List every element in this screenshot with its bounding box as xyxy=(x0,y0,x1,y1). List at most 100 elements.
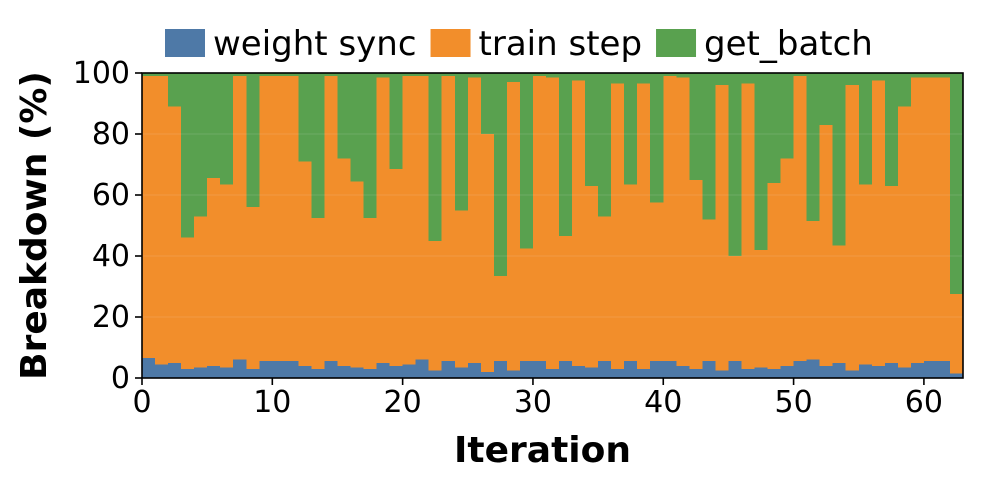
bar-segment-weight-sync xyxy=(194,367,208,378)
bar-segment-weight-sync xyxy=(832,362,847,378)
bar-segment-weight-sync xyxy=(663,361,677,378)
bar-segment-weight-sync xyxy=(311,368,325,378)
bar-segment-train-step xyxy=(897,106,912,368)
bar-segment-get-batch xyxy=(142,73,156,77)
bar-segment-get-batch xyxy=(702,73,716,220)
legend-swatch xyxy=(430,29,471,57)
bar-segment-weight-sync xyxy=(181,368,195,378)
bar-segment-train-step xyxy=(676,77,690,366)
x-tick-label: 20 xyxy=(384,385,422,420)
bar-segment-train-step xyxy=(155,76,169,365)
bar-segment-weight-sync xyxy=(845,370,860,379)
bar-segment-train-step xyxy=(741,83,755,369)
bar-segment-weight-sync xyxy=(676,365,690,378)
legend-label: train step xyxy=(479,24,643,64)
bar-segment-get-batch xyxy=(845,73,860,86)
legend-swatch xyxy=(165,29,205,57)
bar-segment-get-batch xyxy=(910,73,925,78)
bar-segment-train-step xyxy=(572,80,586,366)
bar-segment-get-batch xyxy=(467,73,482,78)
bar-segment-get-batch xyxy=(350,73,364,182)
x-axis-label: Iteration xyxy=(454,430,631,471)
bar-segment-train-step xyxy=(637,83,651,369)
bar-segment-get-batch xyxy=(207,73,221,179)
bar-segment-weight-sync xyxy=(858,364,873,378)
bar-segment-get-batch xyxy=(311,73,325,218)
bar-segment-train-step xyxy=(194,216,208,368)
bar-segment-weight-sync xyxy=(949,373,964,378)
bar-segment-get-batch xyxy=(376,73,390,78)
bar-segment-get-batch xyxy=(155,73,169,77)
bar-segment-train-step xyxy=(689,179,703,369)
bar-segment-train-step xyxy=(702,219,716,362)
bar-segment-weight-sync xyxy=(337,365,351,378)
bar-segment-weight-sync xyxy=(493,361,508,378)
bar-segment-train-step xyxy=(545,77,560,369)
bar-segment-weight-sync xyxy=(793,361,808,378)
bar-segment-get-batch xyxy=(168,73,182,107)
bar-segment-train-step xyxy=(754,249,768,368)
bar-segment-get-batch xyxy=(611,73,625,84)
bar-segment-get-batch xyxy=(285,73,299,77)
bar-segment-get-batch xyxy=(181,73,195,238)
bar-segment-get-batch xyxy=(298,73,312,162)
bar-segment-weight-sync xyxy=(272,361,286,378)
bar-segment-weight-sync xyxy=(767,368,781,378)
plot-frame xyxy=(141,72,964,379)
bar-segment-get-batch xyxy=(428,73,443,241)
bar-segment-train-step xyxy=(559,236,573,362)
bar-segment-weight-sync xyxy=(689,368,703,378)
bar-segment-train-step xyxy=(728,256,742,362)
bar-segment-train-step xyxy=(441,76,456,362)
bar-segment-get-batch xyxy=(441,73,456,77)
bar-segment-get-batch xyxy=(806,73,821,221)
bar-segment-train-step xyxy=(454,210,469,368)
bar-segment-weight-sync xyxy=(428,370,443,379)
legend-label: get_batch xyxy=(704,24,873,64)
bar-segment-get-batch xyxy=(741,73,755,84)
bar-segment-weight-sync xyxy=(741,368,755,378)
bar-segment-train-step xyxy=(585,185,599,368)
y-tick-label: 80 xyxy=(92,117,130,152)
bar-segment-train-step xyxy=(415,76,430,360)
bar-segment-train-step xyxy=(832,245,847,363)
bar-segment-train-step xyxy=(910,77,925,363)
bar-segment-get-batch xyxy=(532,73,547,77)
bar-segment-weight-sync xyxy=(519,361,534,378)
bar-segment-train-step xyxy=(949,294,964,374)
bar-segment-train-step xyxy=(376,77,390,363)
bar-segment-get-batch xyxy=(715,73,729,86)
y-axis-label: Breakdown (%) xyxy=(14,71,55,380)
bar-segment-train-step xyxy=(324,76,338,362)
bar-segment-weight-sync xyxy=(754,367,768,378)
bar-segment-weight-sync xyxy=(728,361,742,378)
bar-segment-train-step xyxy=(611,83,625,369)
bar-segment-weight-sync xyxy=(168,362,182,378)
bar-segment-get-batch xyxy=(871,73,886,81)
bar-segment-train-step xyxy=(480,134,495,372)
bar-segment-train-step xyxy=(402,76,417,365)
bar-segment-weight-sync xyxy=(350,367,364,378)
bar-segment-train-step xyxy=(845,85,860,371)
bar-segment-get-batch xyxy=(545,73,560,78)
x-tick-label: 10 xyxy=(253,385,291,420)
bar-segment-weight-sync xyxy=(624,361,638,378)
bar-segment-get-batch xyxy=(832,73,847,246)
bar-segment-get-batch xyxy=(389,73,404,170)
bar-segment-train-step xyxy=(298,161,312,366)
bar-segment-get-batch xyxy=(923,73,938,78)
bar-segment-weight-sync xyxy=(559,361,573,378)
legend: weight sync train step get_batch xyxy=(165,24,873,64)
bar-segment-train-step xyxy=(311,217,325,369)
bar-segment-weight-sync xyxy=(936,361,951,378)
bar-segment-train-step xyxy=(519,248,534,362)
bar-segment-train-step xyxy=(337,158,351,366)
bar-segment-train-step xyxy=(598,216,612,362)
bar-segment-get-batch xyxy=(363,73,377,218)
bar-segment-get-batch xyxy=(793,73,808,77)
bar-segment-weight-sync xyxy=(285,361,299,378)
bar-segment-train-step xyxy=(650,202,664,362)
bar-segment-weight-sync xyxy=(702,361,716,378)
bar-segment-train-step xyxy=(663,76,677,362)
